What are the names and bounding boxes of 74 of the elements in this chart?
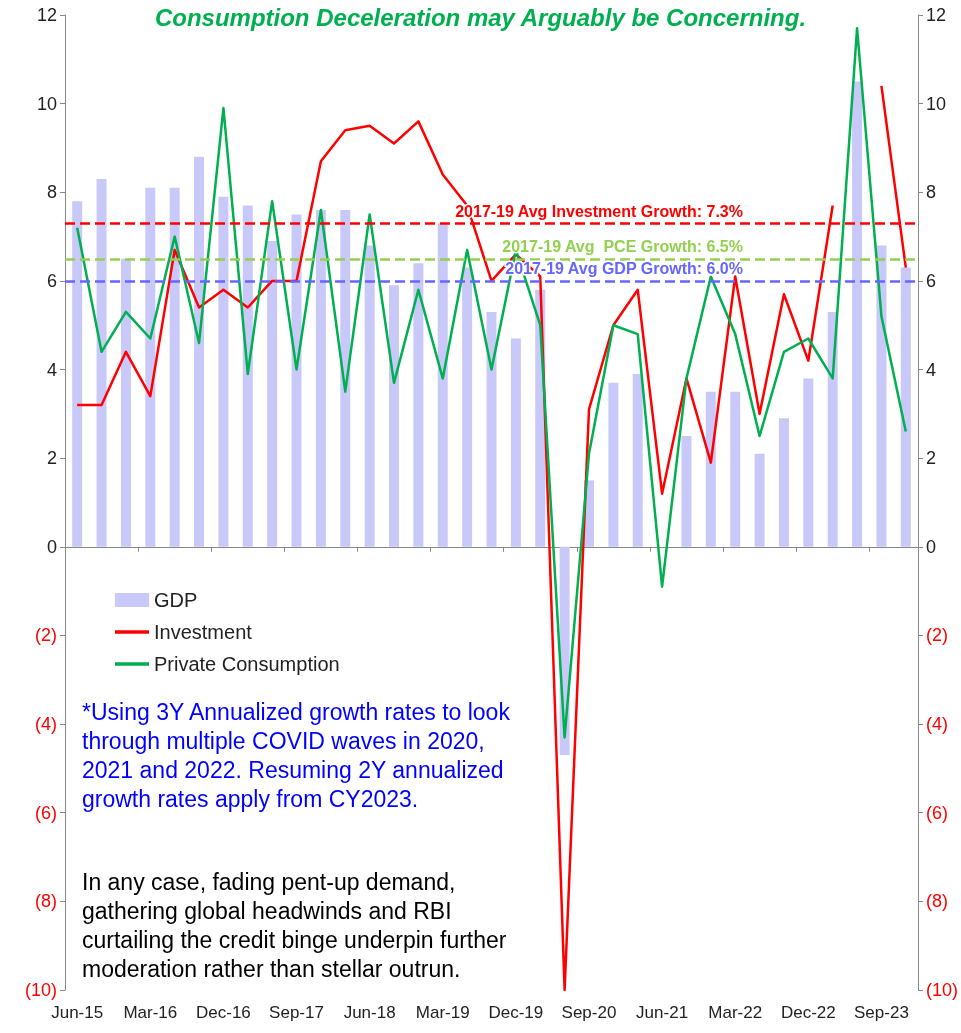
y2-tick-label: 6 [925, 270, 937, 291]
bar [705, 391, 716, 547]
bar [486, 311, 497, 547]
bar [510, 338, 521, 547]
bar [218, 196, 229, 547]
y2-tick-label: 0 [925, 536, 937, 557]
annotation: *Using 3Y Annualized growth rates to look through multiple COVID waves in 2020, 2021 and 2022. Resuming 2Y annualized growth rates apply from CY2023. [82, 698, 511, 814]
y2-tick-label: 10 [925, 93, 947, 114]
x-tick-label: Jun-15 [51, 1003, 104, 1022]
y-tick-label: (8) [35, 891, 57, 912]
y2-tick-label: 4 [925, 359, 937, 380]
y-tick-label: (6) [35, 802, 57, 823]
bar [194, 156, 205, 547]
y-tick-label: 12 [36, 5, 57, 25]
bar [364, 245, 375, 547]
bar [267, 241, 278, 547]
y-tick-label: (4) [35, 714, 57, 735]
y2-tick-label: (10) [925, 980, 959, 1000]
bar [145, 187, 156, 547]
x-tick-label: Sep-17 [269, 1003, 324, 1022]
bar [413, 263, 424, 547]
bar [632, 373, 643, 547]
bar [96, 178, 107, 547]
legend-label: Investment [154, 621, 253, 643]
bar [754, 453, 765, 547]
y2-tick-label: (2) [925, 625, 948, 646]
bar [803, 378, 814, 547]
bar [315, 210, 326, 547]
bar [72, 201, 83, 547]
x-tick-label: Dec-19 [488, 1003, 544, 1022]
chart-title: Consumption Deceleration may Arguably be Concerning. [154, 4, 807, 31]
x-tick-label: Sep-23 [854, 1003, 909, 1022]
x-tick-label: Jun-21 [636, 1003, 689, 1022]
bar [462, 267, 473, 547]
bar [852, 81, 863, 547]
y2-tick-label: (8) [925, 891, 948, 912]
y-tick-label: 8 [46, 182, 57, 203]
bar [900, 267, 911, 547]
y2-tick-label: 2 [925, 448, 937, 469]
x-tick-label: Mar-22 [708, 1003, 763, 1022]
bar [681, 436, 692, 547]
bar [827, 311, 838, 547]
bar [291, 214, 302, 547]
bar [340, 210, 351, 547]
y-tick-label: 6 [46, 270, 57, 291]
annotation: In any case, fading pent-up demand, gathering global headwinds and RBI curtailing the credit binge underpin further moderation rather than stellar outrun. [82, 868, 508, 984]
bar [389, 285, 400, 547]
legend-label: GDP [154, 589, 198, 611]
bar [437, 223, 448, 547]
y-tick-label: 2 [46, 448, 57, 469]
bar [778, 418, 789, 547]
y-tick-label: (2) [35, 625, 57, 646]
x-tick-label: Sep-20 [561, 1003, 617, 1022]
bar [876, 245, 887, 547]
legend-label: Private Consumption [154, 653, 340, 675]
bar [608, 382, 619, 547]
x-tick-label: Mar-16 [123, 1003, 178, 1022]
y2-tick-label: (6) [925, 802, 948, 823]
y2-tick-label: (4) [925, 714, 948, 735]
y-tick-label: (10) [24, 980, 57, 1000]
y-tick-label: 10 [36, 93, 57, 114]
x-tick-label: Jun-18 [343, 1003, 396, 1022]
bar [242, 205, 253, 547]
y2-tick-label: 8 [925, 182, 937, 203]
x-tick-label: Dec-16 [196, 1003, 251, 1022]
bar [730, 391, 741, 547]
y-tick-label: 0 [46, 536, 57, 557]
ref-line-label: 2017-19 Avg PCE Growth: 6.5% [502, 238, 743, 256]
y2-tick-label: 12 [925, 5, 947, 25]
y-tick-label: 4 [46, 359, 57, 380]
bar [120, 258, 131, 547]
bar [169, 187, 180, 547]
x-tick-label: Mar-19 [415, 1003, 470, 1022]
x-tick-label: Dec-22 [780, 1003, 836, 1022]
